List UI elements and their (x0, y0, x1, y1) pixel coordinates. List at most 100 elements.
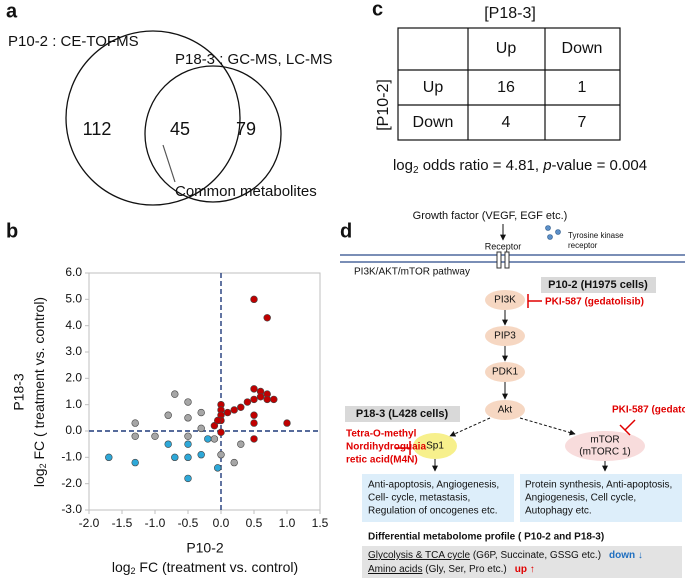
cell: 7 (578, 114, 587, 131)
rtk-label: Tyrosine kinase (568, 231, 624, 240)
y-tick-label: 3.0 (65, 344, 82, 358)
profile-detail: (Gly, Ser, Pro etc.) (422, 564, 506, 575)
y-tick-label: -2.0 (61, 476, 82, 490)
node-label: (mTORC 1) (579, 447, 630, 458)
column-name: Down (562, 40, 603, 57)
point (164, 440, 172, 448)
point (263, 395, 271, 404)
effect: Regulation of oncogenes etc. (368, 506, 498, 517)
point (210, 435, 219, 443)
callout-line (162, 144, 176, 183)
cell: 1 (578, 79, 587, 96)
point (197, 451, 205, 459)
ligand-dots (545, 225, 561, 240)
point (250, 395, 258, 404)
x-tick-label: -1.0 (145, 516, 166, 530)
x-tick-label: 1.5 (312, 516, 329, 530)
p18-box: P18-3 (L428 cells) (356, 408, 449, 420)
point (243, 398, 252, 406)
table-grid (397, 27, 621, 141)
effect: Cell- cycle, metastasis, (368, 493, 470, 504)
effect: Protein synthesis, Anti-apoptosis, (525, 480, 672, 491)
caption: log2 odds ratio = 4.81, p-value = 0.004 (393, 157, 647, 176)
arrows (432, 310, 608, 472)
effect: Autophagy etc. (525, 506, 592, 517)
x-tick-label: -0.5 (178, 516, 199, 530)
effect-box (362, 474, 514, 522)
set-right-label: P18-3 : GC-MS, LC-MS (175, 51, 333, 68)
plot-frame (88, 272, 321, 511)
node-label: PI3K (494, 295, 516, 306)
point (250, 295, 258, 304)
point (230, 458, 238, 467)
x-axis-label: P10-2 (186, 540, 224, 556)
y-axis-label: log2 FC ( treatment vs. control) (31, 297, 49, 487)
point (151, 432, 159, 440)
point (250, 411, 258, 419)
cell: 4 (502, 114, 511, 131)
pathway-label: PI3K/AKT/mTOR pathway (354, 267, 470, 278)
point (250, 419, 258, 427)
profile-direction: down ↓ (609, 550, 643, 561)
point (250, 435, 258, 443)
caption-sub: 2 (413, 165, 419, 176)
caption-part: -value = 0.004 (552, 157, 648, 174)
point (217, 451, 225, 459)
profile-row: Glycolysis & TCA cycle (G6P, Succinate, … (368, 550, 643, 561)
point (131, 432, 139, 440)
effect-box (520, 474, 682, 522)
x-tick-label: 0.5 (246, 516, 263, 530)
point (204, 435, 212, 443)
label-part: FC (treatment vs. control) (136, 559, 299, 575)
point (250, 385, 258, 393)
venn-right (144, 65, 282, 203)
x-tick-label: -2.0 (79, 516, 100, 530)
point (237, 440, 245, 448)
point (214, 464, 222, 472)
label-part: FC ( treatment vs. control) (31, 297, 47, 463)
profile-box (362, 546, 682, 578)
cell: 16 (497, 79, 515, 96)
x-tick-label: 0.0 (213, 516, 230, 530)
point (214, 416, 222, 425)
scatter-plot: -3.0-2.0-1.00.01.02.03.04.05.06.0-2.0 -1.… (61, 265, 328, 530)
mtor-node (565, 431, 645, 461)
callout: Common metabolites (175, 183, 317, 200)
point (184, 432, 192, 440)
sp1-node (413, 433, 457, 459)
point (197, 408, 205, 417)
point (263, 314, 271, 322)
node-label: Sp1 (426, 441, 444, 452)
profile-row: Amino acids (Gly, Ser, Pro etc.) up ↑ (368, 564, 535, 575)
caption-part: odds ratio = 4.81, (419, 157, 544, 174)
x-tick-label: 1.0 (279, 516, 296, 530)
x-axis-label: log2 FC (treatment vs. control) (112, 559, 298, 577)
left-only: 112 (83, 119, 112, 139)
profile-detail: (G6P, Succinate, GSSG etc.) (470, 550, 601, 561)
inhibitors (395, 294, 636, 455)
y-tick-label: -3.0 (61, 502, 82, 516)
panel-label: a (6, 0, 18, 22)
set-left-label: P10-2 : CE-TOFMS (8, 33, 139, 50)
inhibitor: PKI-587 (gedatolisib) (545, 297, 644, 308)
receptor-label: Receptor (485, 241, 522, 251)
inhibitor: retic acid(M4N) (346, 455, 418, 466)
point (237, 403, 245, 411)
box (345, 406, 460, 422)
point (184, 453, 192, 462)
panel-label: d (340, 220, 352, 242)
label-part: log (112, 559, 131, 575)
effect: Anti-apoptosis, Angiogenesis, (368, 480, 499, 491)
profile-direction: up ↑ (515, 564, 535, 575)
y-tick-label: -1.0 (61, 450, 82, 464)
point (184, 414, 192, 422)
point (230, 406, 238, 414)
column-header: [P18-3] (484, 5, 536, 22)
profile-name: Glycolysis & TCA cycle (368, 550, 470, 561)
effect: Angiogenesis, Cell cycle, (525, 493, 636, 504)
inhibitor: PKI-587 (gedatolisib) (612, 405, 685, 416)
point (171, 453, 179, 462)
point (256, 393, 265, 401)
caption-part: log (393, 157, 413, 174)
